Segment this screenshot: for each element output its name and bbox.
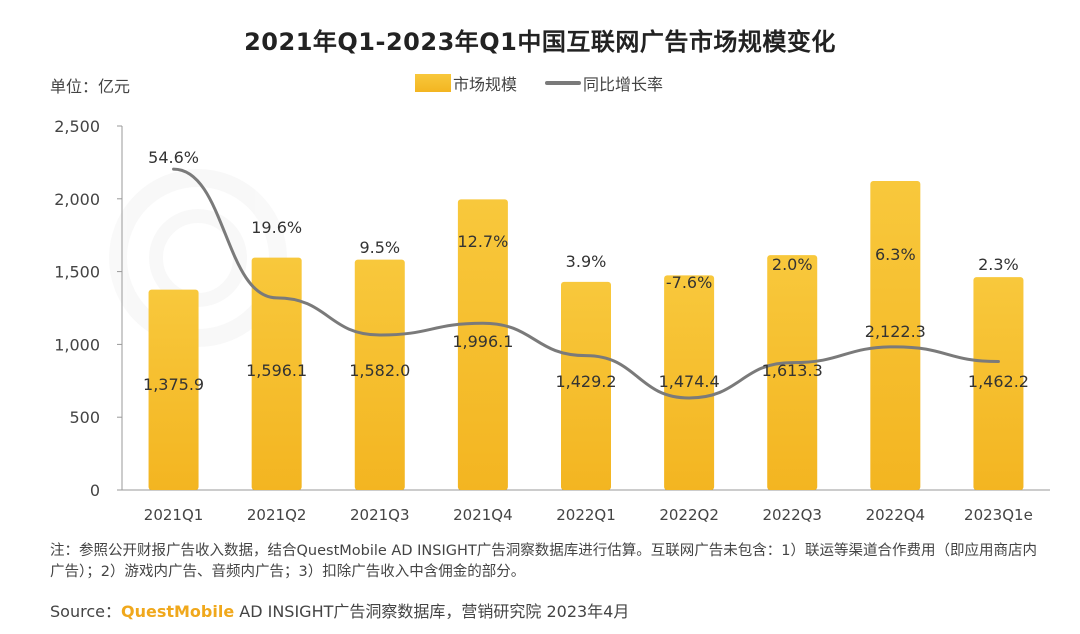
x-tick-label: 2021Q4 bbox=[453, 506, 513, 524]
legend-line-label: 同比增长率 bbox=[583, 75, 664, 94]
growth-value-label: 2.3% bbox=[978, 255, 1019, 274]
source-brand: QuestMobile bbox=[120, 602, 235, 621]
bar-value-label: 2,122.3 bbox=[865, 322, 926, 341]
bar-value-label: 1,582.0 bbox=[349, 361, 410, 380]
footnote: 注：参照公开财报广告收入数据，结合QuestMobile AD INSIGHT广… bbox=[50, 543, 1037, 580]
y-tick-label: 500 bbox=[69, 408, 100, 427]
bar bbox=[767, 255, 818, 490]
unit-label: 单位：亿元 bbox=[50, 77, 131, 96]
x-tick-label: 2023Q1e bbox=[964, 506, 1033, 524]
source-rest: AD INSIGHT广告洞察数据库，营销研究院 2023年4月 bbox=[234, 602, 630, 621]
growth-value-label: 54.6% bbox=[148, 148, 199, 167]
x-tick-label: 2021Q2 bbox=[247, 506, 307, 524]
legend-item-line: 同比增长率 bbox=[545, 71, 663, 95]
legend: 市场规模 同比增长率 bbox=[415, 72, 691, 94]
legend-bar-label: 市场规模 bbox=[453, 75, 518, 94]
bar-value-label: 1,596.1 bbox=[246, 361, 307, 380]
growth-value-label: -7.6% bbox=[666, 273, 712, 292]
legend-bar-swatch bbox=[415, 74, 451, 92]
bar bbox=[870, 180, 921, 491]
y-tick-label: 1,000 bbox=[54, 335, 100, 354]
bar bbox=[561, 281, 611, 490]
growth-value-label: 2.0% bbox=[772, 255, 813, 274]
legend-item-bar: 市场规模 bbox=[415, 71, 517, 95]
bar-value-label: 1,613.3 bbox=[762, 361, 823, 380]
y-tick-label: 1,500 bbox=[54, 263, 100, 282]
bar-value-label: 1,375.9 bbox=[143, 375, 204, 394]
x-tick-label: 2022Q1 bbox=[556, 506, 616, 524]
growth-value-label: 6.3% bbox=[875, 245, 916, 264]
bar bbox=[664, 275, 715, 490]
growth-value-label: 3.9% bbox=[566, 252, 607, 271]
legend-line-swatch bbox=[545, 81, 582, 85]
bar bbox=[251, 257, 302, 490]
bar bbox=[354, 259, 405, 490]
bar bbox=[148, 289, 199, 490]
x-tick-label: 2022Q4 bbox=[866, 506, 926, 524]
growth-value-label: 12.7% bbox=[457, 232, 508, 251]
source-prefix: Source： bbox=[50, 602, 121, 621]
y-tick-label: 2,500 bbox=[54, 117, 100, 136]
source-line: Source：QuestMobile AD INSIGHT广告洞察数据库，营销研… bbox=[50, 598, 629, 622]
bar-value-label: 1,429.2 bbox=[555, 372, 616, 391]
growth-value-label: 19.6% bbox=[251, 218, 302, 237]
growth-value-label: 9.5% bbox=[359, 238, 400, 257]
bar-value-label: 1,474.4 bbox=[659, 372, 720, 391]
x-tick-label: 2022Q3 bbox=[762, 506, 822, 524]
x-tick-label: 2021Q3 bbox=[350, 506, 410, 524]
bar bbox=[457, 199, 508, 490]
bar bbox=[973, 277, 1024, 490]
chart-title: 2021年Q1-2023年Q1中国互联网广告市场规模变化 bbox=[244, 28, 836, 56]
growth-line bbox=[172, 167, 1000, 400]
bar-value-label: 1,996.1 bbox=[452, 332, 513, 351]
y-tick-label: 0 bbox=[90, 481, 100, 500]
x-tick-label: 2022Q2 bbox=[659, 506, 719, 524]
y-tick-label: 2,000 bbox=[54, 190, 100, 209]
x-tick-label: 2021Q1 bbox=[144, 506, 204, 524]
bar-value-label: 1,462.2 bbox=[968, 372, 1029, 391]
